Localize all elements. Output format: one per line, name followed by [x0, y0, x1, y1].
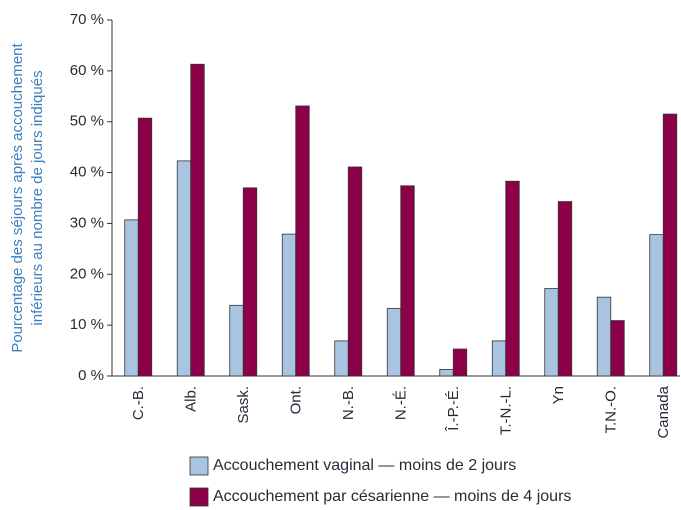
- bar: [242, 187, 258, 377]
- legend-label: Accouchement vaginal — moins de 2 jours: [213, 457, 516, 474]
- legend-swatch: [189, 487, 209, 507]
- bar: [544, 288, 559, 377]
- x-tick-label: Sask.: [235, 386, 252, 424]
- bar: [176, 160, 192, 377]
- legend-swatch: [189, 456, 209, 476]
- y-tick-label: 70 %: [70, 11, 104, 28]
- y-tick-label: 60 %: [70, 62, 104, 79]
- y-tick-label: 30 %: [70, 214, 104, 231]
- bar: [596, 296, 612, 377]
- x-tick-label: Canada: [655, 385, 672, 438]
- y-axis-title: Pourcentage des séjours après accoucheme…: [9, 42, 26, 352]
- bar: [281, 233, 297, 377]
- y-axis-title: inférieurs au nombre de jours indiqués: [29, 70, 46, 325]
- bar: [295, 105, 310, 377]
- bar: [610, 320, 625, 377]
- x-tick-label: Alb.: [183, 386, 200, 412]
- bar: [662, 113, 678, 377]
- x-tick-label: Ont.: [288, 386, 305, 414]
- y-tick-label: 40 %: [70, 164, 104, 181]
- legend-label: Accouchement par césarienne — moins de 4…: [213, 488, 571, 505]
- x-tick-label: T.-N.-L.: [498, 386, 515, 435]
- bar: [190, 63, 205, 377]
- y-tick-label: 20 %: [70, 265, 104, 282]
- bar: [452, 348, 468, 377]
- y-tick-label: 10 %: [70, 316, 104, 333]
- x-tick-label: Î.-P.-É.: [445, 386, 462, 432]
- y-tick-label: 50 %: [70, 113, 104, 130]
- y-tick-label: 0 %: [78, 367, 104, 384]
- bar: [137, 117, 153, 377]
- bar: [400, 185, 415, 377]
- bar: [491, 340, 507, 377]
- x-tick-label: T.N.-O.: [603, 386, 620, 434]
- x-tick-label: N.-É.: [393, 386, 410, 420]
- bar: [505, 180, 520, 377]
- x-tick-label: N.-B.: [340, 386, 357, 420]
- x-tick-label: Yn: [550, 386, 567, 404]
- bar: [229, 304, 244, 377]
- bar: [124, 219, 139, 377]
- bar: [557, 201, 573, 377]
- bar: [439, 368, 454, 377]
- x-tick-label: C.-B.: [130, 386, 147, 420]
- bar: [386, 307, 402, 377]
- bar: [649, 234, 664, 377]
- bar: [347, 166, 363, 377]
- bar: [334, 340, 349, 377]
